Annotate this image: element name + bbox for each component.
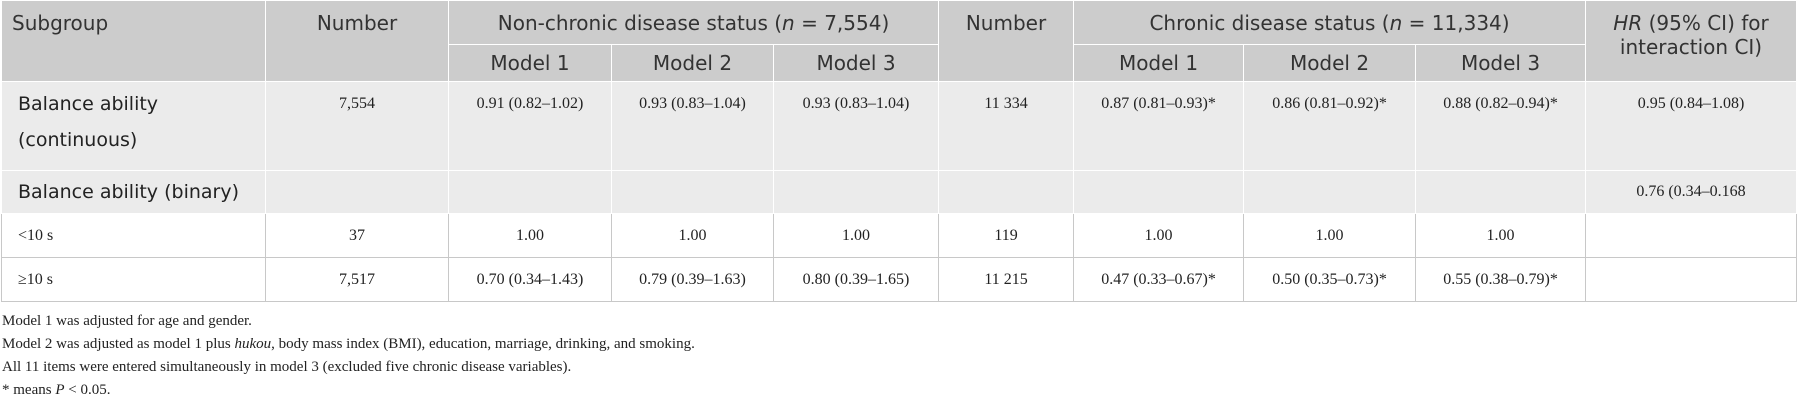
footnote-text: P	[55, 382, 65, 398]
cell: 7,517	[265, 257, 449, 302]
cell: 11 215	[938, 257, 1075, 302]
cell: 0.88 (0.82–0.94)*	[1415, 81, 1587, 171]
cell	[772, 170, 940, 214]
row-label: Balance ability (binary)	[1, 170, 266, 214]
cell: 0.93 (0.83–1.04)	[772, 81, 940, 171]
cell: 0.79 (0.39–1.63)	[611, 257, 774, 302]
model-header: Model 1	[448, 44, 612, 82]
cell: 1.00	[611, 213, 774, 258]
header-row: Model 1 Model 2 Model 3 Model 1 Model 2 Model…	[2, 44, 1797, 82]
footnote-text: < 0.05.	[64, 382, 111, 398]
footnote: Model 2 was adjusted as model 1 plus huk…	[0, 333, 1797, 356]
row-label: Balance ability (continuous)	[1, 81, 266, 171]
cell: 1.00	[1243, 213, 1417, 258]
cell	[938, 170, 1075, 214]
table-body: Balance ability (continuous) 7,554 0.91 (0…	[1, 81, 1797, 302]
table-row: Balance ability (continuous) 7,554 0.91 (0…	[1, 81, 1797, 171]
cell: 37	[265, 213, 449, 258]
cell	[265, 170, 449, 214]
header-cell: Number	[265, 0, 449, 82]
cell	[448, 170, 612, 214]
header-text: HR	[1613, 11, 1643, 35]
footnote-text: Model 2 was adjusted as model 1 plus	[2, 336, 235, 352]
header-cell: Non-chronic disease status (n = 7,554)	[447, 0, 940, 45]
row-label: <10 s	[1, 213, 266, 258]
header-row: Subgroup Number Non-chronic disease stat…	[1, 0, 1797, 82]
model-header: Model 2	[1243, 44, 1417, 82]
cell: 7,554	[265, 81, 449, 171]
footnote: * means P < 0.05.	[0, 379, 1797, 402]
cell: 1.00	[772, 213, 940, 258]
cell	[1585, 257, 1797, 302]
footnote-text: hukou	[234, 336, 272, 352]
footnote: All 11 items were entered simultaneously…	[0, 356, 1797, 379]
table-row: ≥10 s 7,517 0.70 (0.34–1.43) 0.79 (0.39–1.6…	[1, 257, 1797, 302]
cell: 1.00	[1415, 213, 1587, 258]
header-cell: Number	[938, 0, 1075, 82]
cell: 0.76 (0.34–0.168	[1585, 170, 1797, 214]
footnote-text: Model 1 was adjusted for age and gender.	[2, 313, 252, 329]
cell	[611, 170, 774, 214]
model-header: Model 2	[611, 44, 774, 82]
cell: 0.87 (0.81–0.93)*	[1073, 81, 1245, 171]
footnote-text: * means	[2, 382, 56, 398]
table-row: <10 s 37 1.00 1.00 1.00 119 1.00 1.00 1.00	[1, 213, 1797, 258]
header-text: = 7,554)	[794, 10, 890, 35]
cell: 0.86 (0.81–0.92)*	[1243, 81, 1417, 171]
cell: 0.95 (0.84–1.08)	[1585, 81, 1797, 171]
cell	[1585, 213, 1797, 258]
cell: 0.47 (0.33–0.67)*	[1073, 257, 1245, 302]
footnote-text: All 11 items were entered simultaneously…	[2, 359, 572, 375]
cell: 11 334	[938, 81, 1075, 171]
model-header: Model 3	[772, 44, 940, 82]
table-header: Subgroup Number Non-chronic disease stat…	[1, 0, 1797, 82]
cell: 0.70 (0.34–1.43)	[448, 257, 612, 302]
header-cell: Chronic disease status (n = 11,334)	[1073, 0, 1587, 45]
cell: 1.00	[448, 213, 612, 258]
cell: 0.91 (0.82–1.02)	[448, 81, 612, 171]
header-text: n	[782, 10, 795, 35]
cell: 0.55 (0.38–0.79)*	[1415, 257, 1587, 302]
row-label: ≥10 s	[1, 257, 266, 302]
cell: 0.93 (0.83–1.04)	[611, 81, 774, 171]
cell	[1073, 170, 1245, 214]
results-table: Subgroup Number Non-chronic disease stat…	[1, 0, 1797, 302]
cell: 0.50 (0.35–0.73)*	[1243, 257, 1417, 302]
table-row: Balance ability (binary) 0.76 (0.34–0.168	[1, 170, 1797, 214]
footnote: Model 1 was adjusted for age and gender.	[0, 310, 1797, 333]
header-text: = 11,334)	[1402, 10, 1510, 35]
header-text: Chronic disease status (	[1149, 10, 1390, 35]
header-text: n	[1389, 10, 1403, 35]
header-text: Non-chronic disease status (	[497, 10, 783, 35]
header-cell: HR (95% CI) for interaction CI)	[1585, 0, 1797, 82]
cell	[1243, 170, 1417, 214]
cell: 0.80 (0.39–1.65)	[772, 257, 940, 302]
cell: 119	[938, 213, 1075, 258]
cell	[1415, 170, 1587, 214]
header-text: (95% CI) for interaction CI)	[1619, 11, 1769, 59]
model-header: Model 1	[1073, 44, 1245, 82]
footnotes: Model 1 was adjusted for age and gender.…	[0, 310, 1797, 402]
cell: 1.00	[1073, 213, 1245, 258]
footnote-text: , body mass index (BMI), education, marr…	[271, 336, 695, 352]
header-cell: Subgroup	[1, 0, 266, 82]
model-header: Model 3	[1415, 44, 1587, 82]
